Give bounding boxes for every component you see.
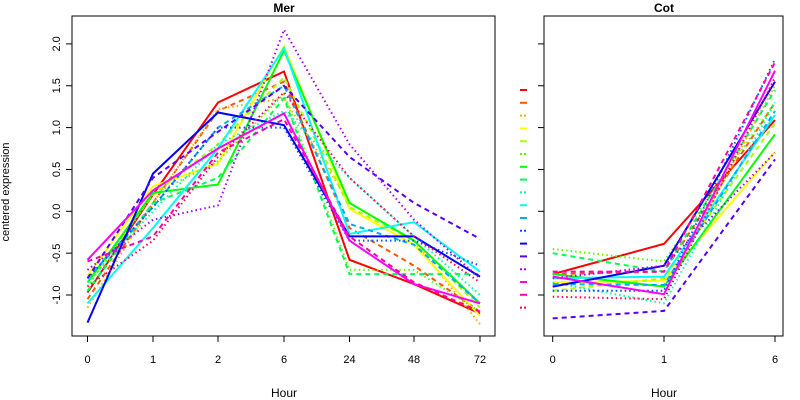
right-panel-title: Cot [654, 1, 674, 15]
left-series-line-6 [86, 92, 481, 313]
right-series-line-10 [552, 114, 776, 280]
left-series-line-14 [86, 84, 481, 279]
y-tick-label: 1.0 [51, 120, 63, 135]
right-series-line-17 [552, 61, 776, 273]
left-series-line-3 [86, 97, 481, 325]
right-x-tick-label: 1 [661, 354, 667, 366]
right-x-axis-label: Hour [651, 386, 677, 400]
y-tick-label: 2.0 [51, 36, 63, 51]
y-tick-label: 0.5 [51, 162, 63, 177]
right-series-line-2 [552, 101, 776, 276]
left-x-tick-label: 48 [408, 354, 420, 366]
right-series-line-16 [552, 70, 776, 296]
left-series-line-8 [86, 96, 480, 292]
right-series-line-15 [552, 151, 776, 280]
right-x-tick-label: 6 [772, 354, 778, 366]
left-x-axis-label: Hour [271, 386, 297, 400]
right-series-line-5 [552, 122, 776, 292]
y-axis-label: centered expression [0, 142, 12, 241]
left-x-tick-label: 72 [474, 354, 486, 366]
y-tick-label: 1.5 [51, 78, 63, 93]
left-series-line-15 [86, 27, 481, 280]
left-series-line-2 [86, 80, 481, 313]
y-tick-label: 0.0 [51, 204, 63, 219]
left-series-line-13 [86, 111, 481, 324]
left-series-line-18 [86, 90, 481, 288]
right-series-line-1 [552, 119, 776, 276]
right-series-line-18 [552, 76, 776, 301]
left-series-line-11 [86, 84, 481, 305]
left-series-line-7 [86, 48, 481, 305]
right-series-line-14 [552, 158, 776, 320]
right-series-line-6 [552, 101, 776, 263]
left-x-tick-label: 1 [150, 354, 156, 366]
right-series-line-11 [552, 110, 776, 287]
right-series-line-13 [552, 81, 776, 288]
left-series-line-17 [87, 117, 481, 313]
left-panel-title: Mer [273, 1, 295, 15]
right-series-line-9 [552, 102, 776, 305]
left-x-tick-label: 2 [215, 354, 221, 366]
left-x-tick-label: 0 [84, 354, 90, 366]
left-x-tick-label: 24 [343, 354, 355, 366]
y-tick-label: -1.0 [51, 286, 63, 305]
left-series-line-16 [86, 112, 481, 305]
right-series-line-12 [552, 58, 776, 292]
left-series-line-1 [86, 70, 481, 315]
y-tick-label: -0.5 [51, 244, 63, 263]
left-plot-frame [71, 15, 496, 337]
left-series-line-5 [86, 75, 481, 309]
left-x-tick-label: 6 [281, 354, 287, 366]
right-x-tick-label: 0 [550, 354, 556, 366]
left-series-line-10 [86, 45, 481, 305]
